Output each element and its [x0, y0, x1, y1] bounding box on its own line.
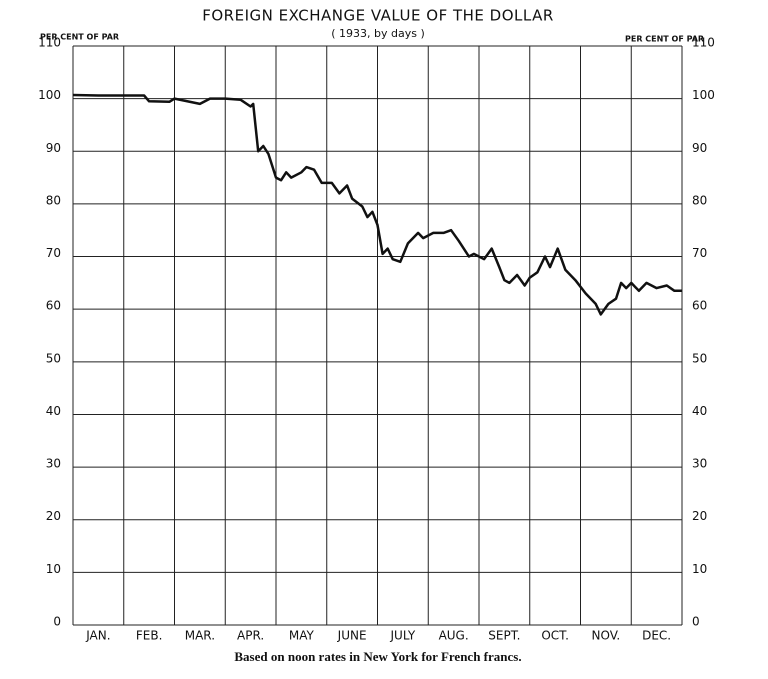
x-tick-label: MAY: [289, 629, 315, 643]
y2-tick-label: 60: [692, 299, 707, 313]
x-tick-label: JUNE: [337, 629, 367, 643]
y2-tick-label: 100: [692, 88, 715, 102]
y-tick-label: 20: [46, 509, 61, 523]
y2-tick-label: 90: [692, 141, 707, 155]
x-tick-label: JAN.: [85, 629, 110, 643]
y-tick-label: 40: [46, 404, 61, 418]
x-tick-label: SEPT.: [488, 629, 520, 643]
chart-subtitle: ( 1933, by days ): [331, 27, 425, 40]
y-tick-label: 70: [46, 246, 61, 260]
y-tick-label: 10: [46, 562, 61, 576]
y-tick-label: 30: [46, 457, 61, 471]
y-axis-label: PER CENT OF PAR: [40, 33, 119, 42]
x-tick-label: DEC.: [642, 629, 671, 643]
x-tick-label: JULY: [390, 629, 416, 643]
y2-tick-label: 30: [692, 457, 707, 471]
y-tick-label: 90: [46, 141, 61, 155]
x-tick-label: MAR.: [185, 629, 215, 643]
x-tick-label: AUG.: [439, 629, 469, 643]
y2-tick-label: 20: [692, 509, 707, 523]
y-tick-label: 60: [46, 299, 61, 313]
y-tick-label: 50: [46, 351, 61, 365]
x-tick-label: OCT.: [541, 629, 569, 643]
y2-tick-label: 110: [692, 36, 715, 50]
x-tick-label: NOV.: [592, 629, 621, 643]
source-note: Based on noon rates in New York for Fren…: [234, 649, 521, 664]
y2-tick-label: 10: [692, 562, 707, 576]
y2-tick-label: 50: [692, 351, 707, 365]
y2-tick-label: 40: [692, 404, 707, 418]
x-tick-label: APR.: [237, 629, 264, 643]
x-tick-label: FEB.: [136, 629, 163, 643]
y2-tick-label: 0: [692, 615, 700, 629]
y2-tick-label: 70: [692, 246, 707, 260]
y2-tick-label: 80: [692, 193, 707, 207]
y-tick-label: 80: [46, 193, 61, 207]
y-tick-label: 100: [38, 88, 61, 102]
y-tick-label: 0: [53, 615, 61, 629]
y2-axis-label: PER CENT OF PAR: [625, 35, 704, 44]
chart-title: FOREIGN EXCHANGE VALUE OF THE DOLLAR: [202, 7, 554, 25]
y-tick-label: 110: [38, 36, 61, 50]
data-line: [72, 93, 682, 316]
